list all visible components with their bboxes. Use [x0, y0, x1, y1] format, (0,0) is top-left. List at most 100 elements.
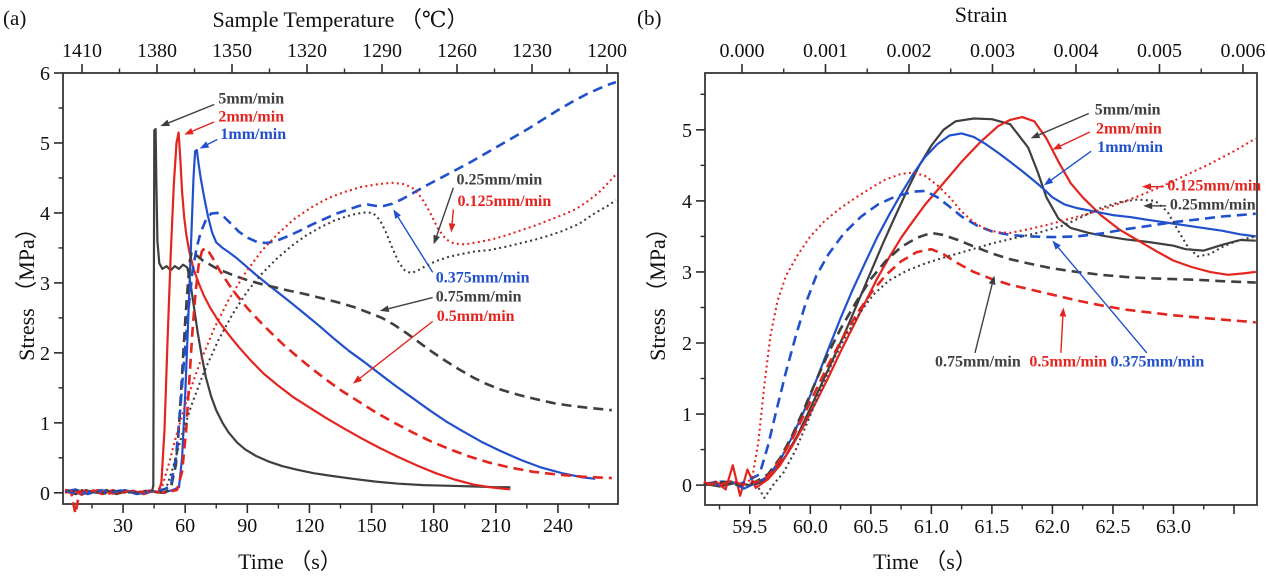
annotation-arrowhead: [1059, 307, 1067, 317]
annotation-arrowhead: [393, 209, 401, 219]
x2-axis-tick-label: 0.004: [1053, 40, 1098, 62]
annotation-arrowhead: [448, 223, 456, 233]
annotation-arrowhead: [1143, 202, 1153, 210]
annotation-arrow-line: [168, 103, 215, 124]
x-axis-tick-label: 90: [237, 515, 257, 537]
x2-axis-tick-label: 1350: [212, 40, 252, 62]
annotation-arrowhead: [1142, 183, 1151, 191]
x2-axis-tick-label: 0.001: [803, 40, 848, 62]
panel-a-top-axis-title: Sample Temperature （℃）: [212, 7, 469, 32]
annotation-arrow-line: [1057, 247, 1148, 354]
x-axis-tick-label: 120: [294, 515, 324, 537]
x2-axis-tick-label: 1320: [287, 40, 327, 62]
annotation-arrowhead: [199, 141, 210, 149]
y-axis-tick-label: 3: [682, 262, 692, 284]
y-axis-tick-label: 5: [682, 120, 692, 142]
annotation-label: 2mm/min: [1096, 121, 1162, 138]
series-line-0-75mm-min: [64, 250, 612, 496]
annotation-arrowhead: [1030, 131, 1041, 139]
series-line-0-125mm-min: [64, 173, 617, 496]
y-axis-tick-label: 6: [40, 63, 50, 85]
panel-b-top-axis-title: Strain: [954, 2, 1008, 27]
x-axis-tick-label: 240: [543, 515, 573, 537]
y-axis-tick-label: 0: [682, 475, 692, 497]
annotation-arrow-line: [1060, 316, 1064, 353]
panel-b-x-axis-title: Time （s）: [873, 549, 977, 574]
annotation-label: 0.5mm/min: [437, 308, 515, 325]
x-axis-tick-label: 30: [113, 515, 133, 537]
x2-axis-tick-label: 1230: [512, 40, 552, 62]
annotation-arrowhead: [184, 127, 194, 135]
series-line-0-25mm-min: [65, 199, 617, 494]
series-line-0-25mm-min: [703, 198, 1257, 499]
x-axis-tick-label: 62.0: [1035, 516, 1070, 538]
annotation-label: 0.75mm/min: [436, 288, 522, 305]
x-axis-tick-label: 62.5: [1095, 516, 1130, 538]
x2-axis-tick-label: 1380: [137, 40, 177, 62]
x-axis-tick-label: 63.0: [1156, 516, 1191, 538]
plot-frame: [704, 72, 1258, 506]
panel-a-x-axis-title: Time （s）: [238, 549, 342, 574]
annotation-arrow-line: [974, 284, 993, 354]
y-axis-tick-label: 4: [682, 191, 692, 213]
x2-axis-tick-label: 0.002: [886, 40, 931, 62]
x2-axis-tick-label: 0.000: [719, 40, 764, 62]
series-line-0-375mm-min: [64, 80, 617, 496]
x-axis-tick-label: 150: [357, 515, 387, 537]
annotation-arrowhead: [352, 375, 363, 384]
annotation-label: 2mm/min: [218, 108, 284, 125]
series-line-0-125mm-min: [703, 137, 1257, 487]
x-axis-tick-label: 61.0: [914, 516, 949, 538]
annotation-arrow-line: [1060, 131, 1091, 147]
annotation-arrow-line: [388, 296, 433, 310]
x2-axis-tick-label: 1200: [587, 40, 627, 62]
x2-axis-tick-label: 1410: [62, 40, 102, 62]
y-axis-tick-label: 2: [40, 343, 50, 365]
series-line-0-375mm-min: [703, 189, 1256, 487]
panel-b-label: (b): [637, 6, 662, 30]
annotation-label: 0.5mm/min: [1029, 354, 1107, 371]
annotation-label: 0.375mm/min: [1111, 354, 1205, 371]
x2-axis-tick-label: 0.005: [1137, 40, 1182, 62]
annotation-arrowhead: [160, 119, 170, 127]
series-line-5mm-min: [703, 117, 1256, 488]
y-axis-tick-label: 3: [40, 273, 50, 295]
panel-b-svg: 59.5 60.0 60.5 61.0 61.5 62.0 62.5 63.0 0.000 0.0…: [682, 40, 1265, 538]
x-axis-tick-label: 59.5: [732, 516, 767, 538]
annotation-arrow-line: [435, 187, 455, 237]
annotation-label: 5mm/min: [218, 90, 284, 107]
series-line-2mm-min: [703, 116, 1256, 497]
annotation-label: 0.25mm/min: [1170, 197, 1256, 214]
x2-axis-tick-label: 1260: [437, 40, 477, 62]
y-axis-tick-label: 4: [40, 203, 50, 225]
annotation-arrowhead: [1043, 177, 1054, 186]
y-axis-tick-label: 0: [40, 483, 50, 505]
annotation-label: 0.375mm/min: [436, 269, 530, 286]
annotation-label: 1mm/min: [1097, 139, 1163, 156]
annotation-label: 1mm/min: [220, 126, 286, 143]
y-axis-tick-label: 2: [682, 333, 692, 355]
y-axis-tick-label: 1: [682, 404, 692, 426]
panel-a-label: (a): [3, 6, 27, 30]
x-axis-tick-label: 61.5: [974, 516, 1009, 538]
annotation-label: 0.125mm/min: [1167, 177, 1261, 194]
annotation-arrow-line: [359, 320, 434, 379]
x-axis-tick-label: 60: [175, 515, 195, 537]
x2-axis-tick-label: 1290: [362, 40, 402, 62]
annotation-arrowhead: [1052, 240, 1061, 250]
x2-axis-tick-label: 0.003: [970, 40, 1015, 62]
annotation-arrow-line: [207, 138, 218, 146]
x-axis-tick-label: 180: [419, 515, 449, 537]
annotation-arrow-line: [1050, 150, 1092, 181]
annotation-label: 0.75mm/min: [935, 354, 1021, 371]
series-line-0-5mm-min: [64, 246, 612, 516]
annotation-arrowhead: [433, 234, 440, 245]
annotation-arrowhead: [379, 305, 390, 312]
x-axis-tick-label: 60.0: [793, 516, 828, 538]
x-axis-tick-label: 60.5: [853, 516, 888, 538]
annotation-arrow-line: [192, 121, 215, 132]
annotation-label: 0.25mm/min: [456, 171, 542, 188]
annotation-arrow-line: [397, 216, 434, 273]
